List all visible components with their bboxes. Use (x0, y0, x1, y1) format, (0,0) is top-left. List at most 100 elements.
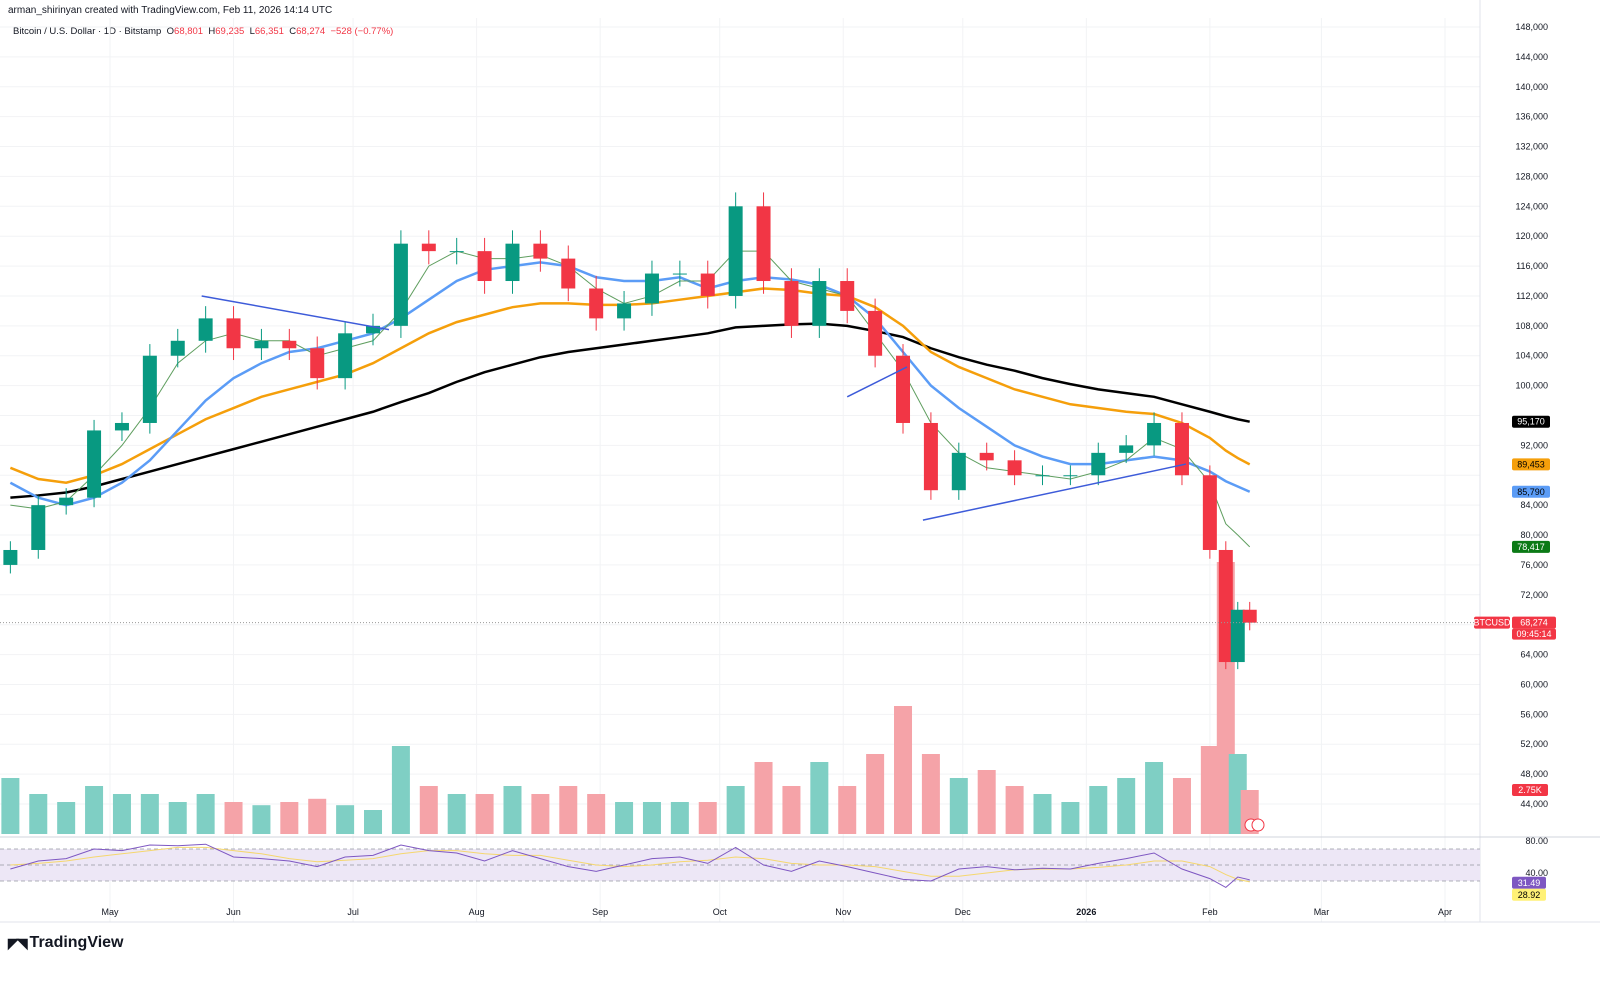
candle-body (951, 452, 966, 491)
candle-body (617, 303, 632, 319)
ma100-badge[interactable]: 89,453 (1512, 458, 1550, 471)
price-tick-label: 92,000 (1520, 440, 1548, 450)
volume-bar (196, 794, 215, 834)
volume-bar (1033, 794, 1052, 834)
symbol-tag-badge-text: BTCUSD (1473, 618, 1511, 628)
open-value: 68,801 (174, 26, 204, 37)
volume-bar (391, 746, 410, 834)
candle-body (1147, 422, 1162, 446)
candle-body (868, 310, 883, 356)
countdown-badge[interactable]: 09:45:14 (1512, 628, 1556, 640)
volume-bar (168, 802, 187, 834)
price-tick-label: 104,000 (1515, 351, 1548, 361)
candle-body (979, 452, 994, 461)
candle-body (840, 281, 855, 311)
candle-body (198, 318, 213, 341)
symbol-tag-badge[interactable]: BTCUSD (1473, 616, 1511, 629)
candle-body (449, 251, 464, 253)
time-tick-label: 2026 (1076, 907, 1096, 917)
price-tick-label: 44,000 (1520, 799, 1548, 809)
symbol-legend: Bitcoin / U.S. Dollar · 1D · Bitstamp O6… (13, 26, 393, 37)
candle-body (3, 549, 18, 565)
candle-body (366, 325, 381, 334)
price-tick-label: 72,000 (1520, 590, 1548, 600)
price-tick-label: 108,000 (1515, 321, 1548, 331)
candle-body (310, 348, 325, 379)
time-tick-label: Mar (1314, 907, 1330, 917)
price-tick-label: 116,000 (1516, 261, 1548, 271)
last-price-badge[interactable]: 68,274 (1512, 616, 1556, 629)
volume-bar (112, 794, 131, 834)
rsi-tick-label: 80.00 (1525, 836, 1548, 846)
time-tick-label: Apr (1438, 907, 1452, 917)
candle-body (421, 243, 436, 252)
candle-body (728, 206, 743, 296)
candle-body (338, 333, 353, 379)
ma200-badge[interactable]: 95,170 (1512, 415, 1550, 428)
ma20-badge-bg (1512, 540, 1550, 553)
ma20-badge[interactable]: 78,417 (1512, 540, 1550, 553)
candle-body (644, 273, 659, 304)
price-tick-label: 144,000 (1515, 52, 1548, 62)
rsi-badge-text: 31.49 (1518, 878, 1541, 888)
volume-bar (642, 802, 661, 834)
rsi-badge[interactable]: 31.49 (1512, 876, 1546, 889)
volume-bar (810, 762, 829, 834)
time-tick-label: Feb (1202, 907, 1218, 917)
open-label: O (166, 26, 175, 37)
volume-bar (1089, 786, 1108, 834)
rsi-tick-label: 40.00 (1525, 868, 1548, 878)
volume-bar (866, 754, 885, 834)
candle-body (561, 258, 576, 289)
tradingview-logo[interactable]: ◤◥ TradingView (8, 934, 124, 952)
candle-body (812, 281, 827, 326)
candle-body (784, 281, 799, 326)
price-tick-label: 60,000 (1520, 679, 1548, 689)
price-tick-label: 48,000 (1520, 769, 1548, 779)
volume-badge[interactable]: 2.75K (1512, 784, 1548, 796)
volume-bar (838, 786, 857, 834)
trendline (201, 295, 390, 331)
ma50-badge-text: 85,790 (1517, 487, 1545, 497)
time-tick-label: Jul (347, 907, 359, 917)
volume-bar (1061, 802, 1080, 834)
last-price-badge-bg (1512, 616, 1556, 629)
volume-bar (447, 794, 466, 834)
price-tick-label: 64,000 (1520, 650, 1548, 660)
candle-body (700, 273, 715, 296)
volume-bar (670, 802, 689, 834)
candle-body (1063, 475, 1078, 477)
ma50-badge[interactable]: 85,790 (1512, 485, 1550, 498)
candle-body (923, 422, 938, 491)
volume-bar (1, 778, 20, 834)
low-value: 66,351 (254, 26, 284, 37)
rsi-ma-badge-text: 28.92 (1518, 890, 1541, 900)
volume-bar (308, 798, 327, 834)
volume-bar (224, 802, 243, 834)
volume-bar (140, 794, 159, 834)
price-tick-label: 124,000 (1515, 201, 1548, 211)
countdown-badge-text: 09:45:14 (1516, 629, 1551, 639)
volume-bar (559, 786, 578, 834)
price-tick-label: 136,000 (1515, 112, 1548, 122)
time-tick-label: Nov (835, 907, 852, 917)
rsi-ma-badge[interactable]: 28.92 (1512, 888, 1546, 901)
candle-body (282, 340, 297, 349)
candle-body (589, 288, 604, 319)
candle-body (1218, 549, 1233, 663)
candle-body (1202, 475, 1217, 550)
volume-bar (85, 786, 104, 834)
volume-bar (252, 805, 271, 834)
price-tick-label: 148,000 (1515, 22, 1548, 32)
candle-body (672, 273, 687, 275)
time-tick-label: May (101, 907, 119, 917)
candle-body (31, 505, 46, 550)
volume-bar (977, 770, 996, 834)
low-label: L (249, 26, 255, 37)
price-tick-label: 112,000 (1516, 291, 1548, 301)
candle-body (1091, 452, 1106, 476)
symbol-name[interactable]: Bitcoin / U.S. Dollar · 1D · Bitstamp (13, 26, 162, 37)
ma100-badge-text: 89,453 (1517, 459, 1545, 469)
volume-bar (754, 762, 773, 834)
